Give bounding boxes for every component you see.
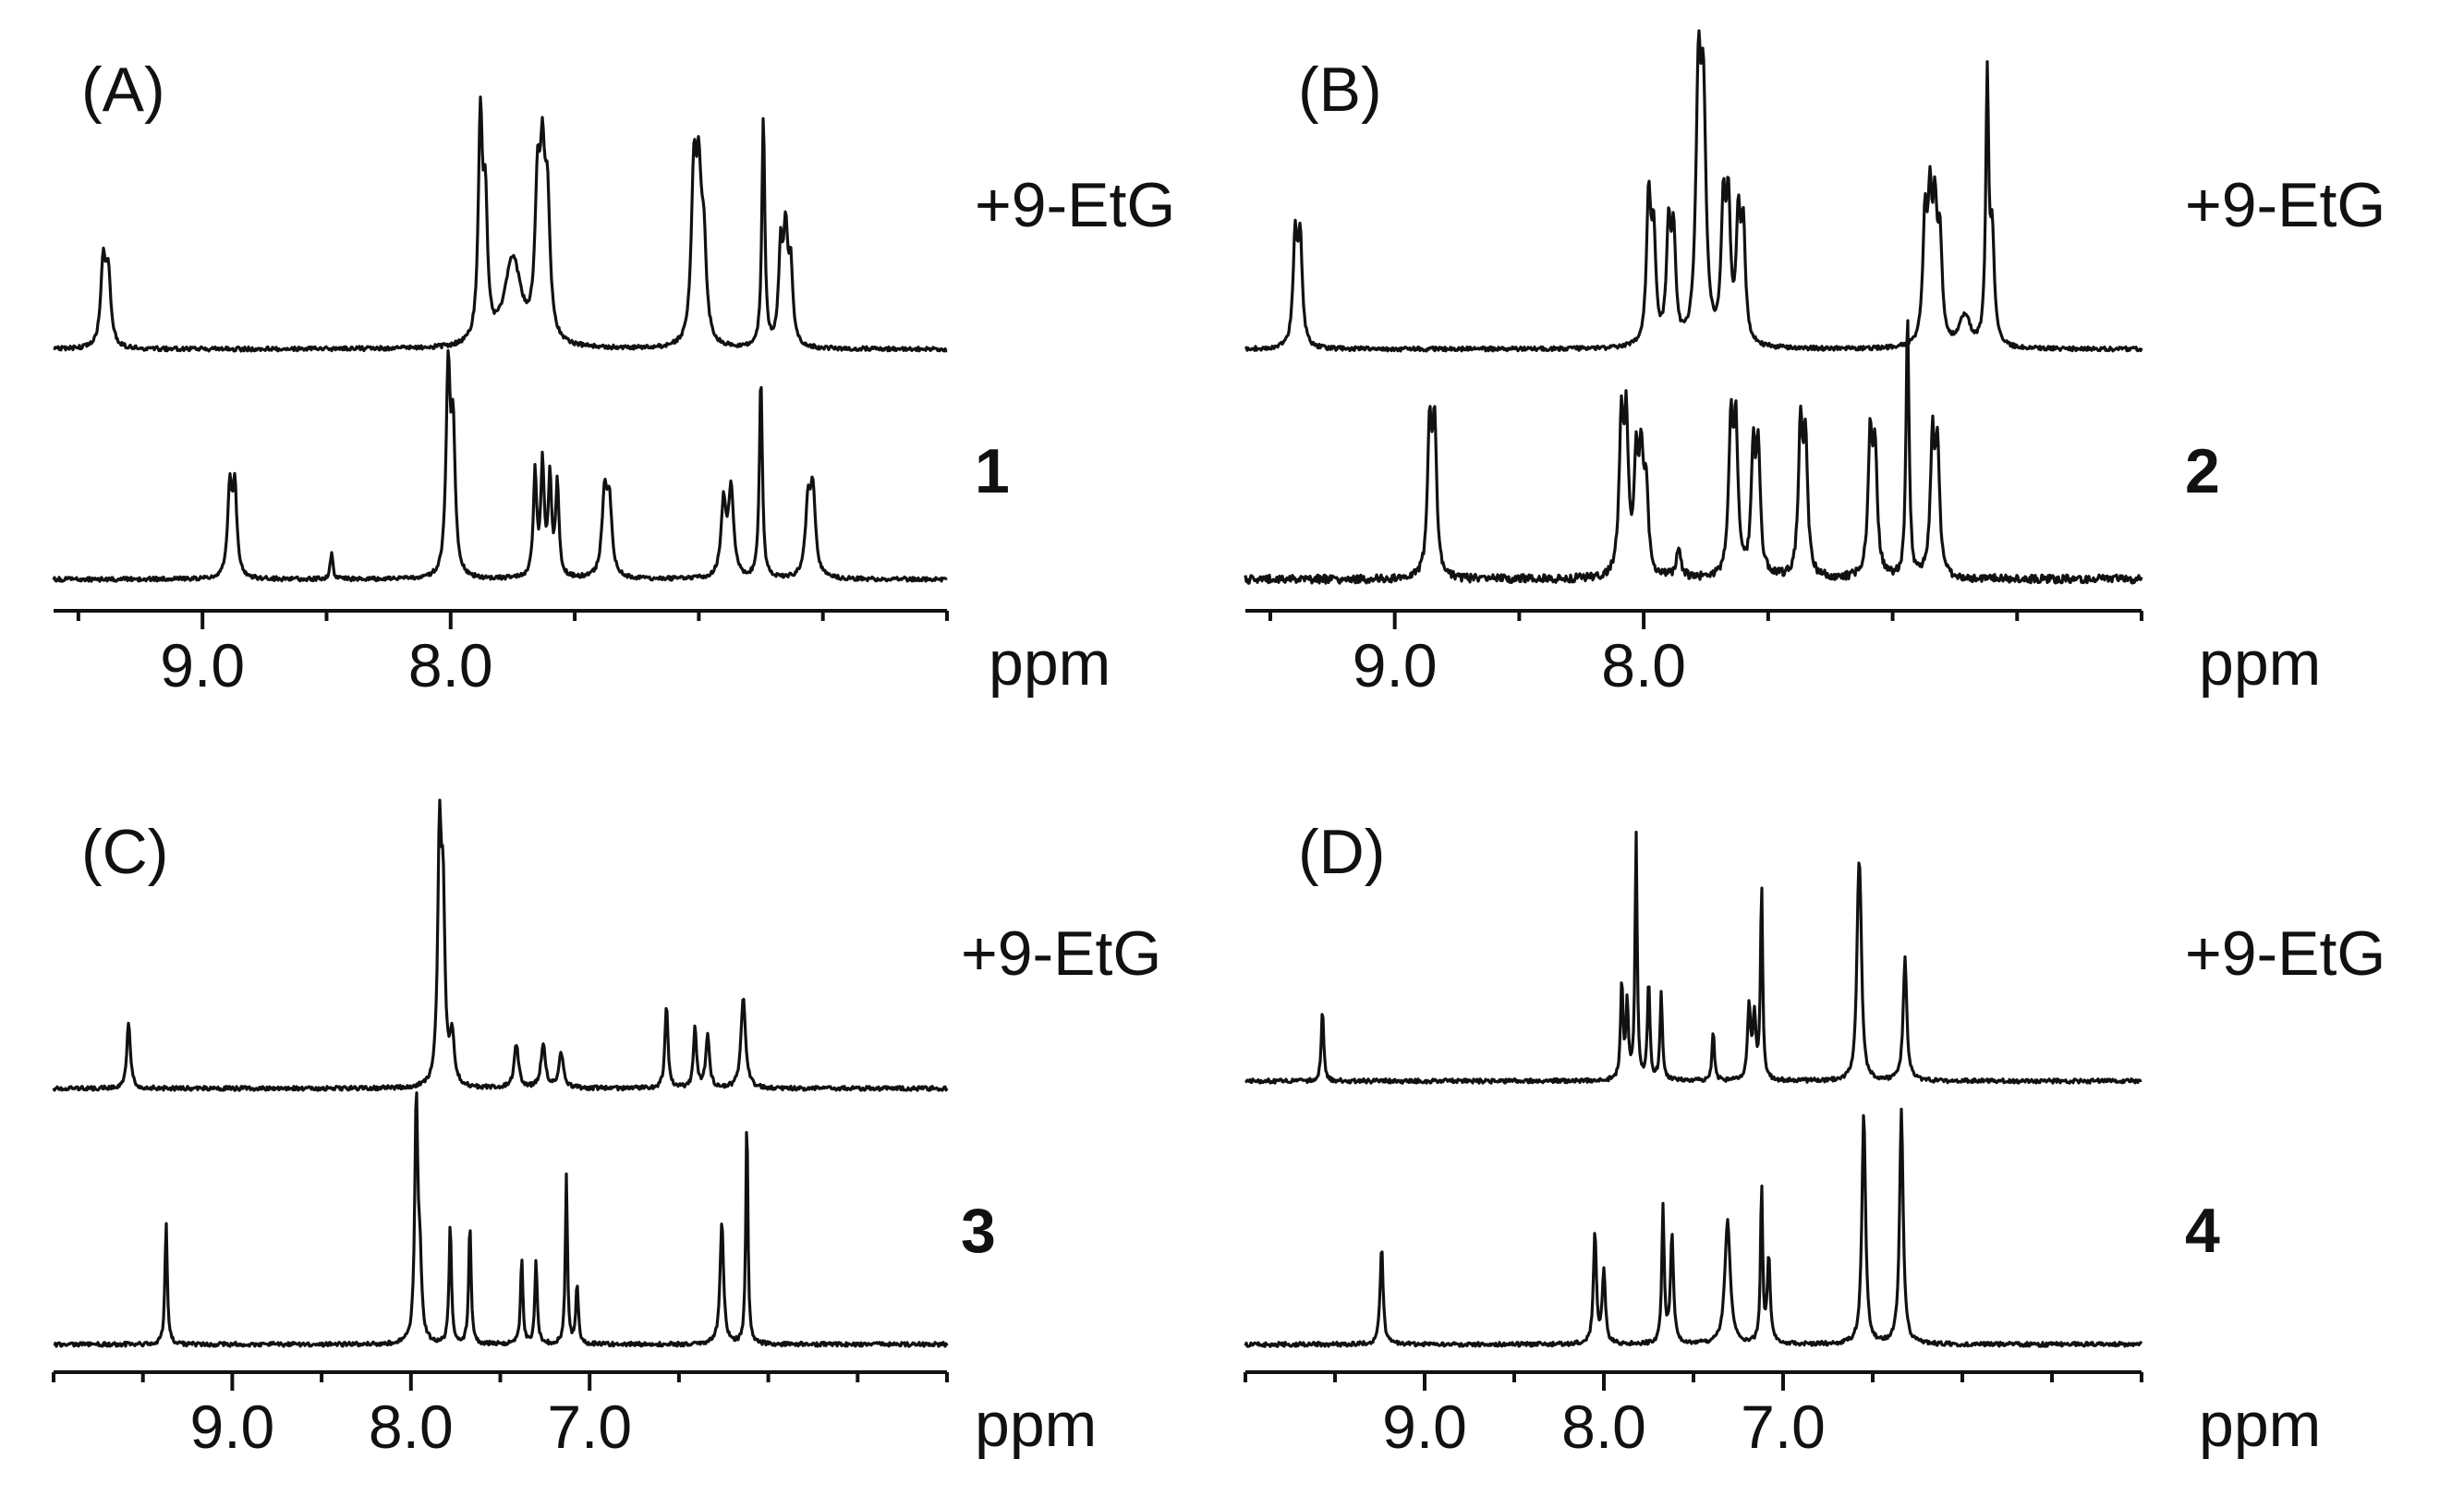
series-label: 1 bbox=[975, 436, 1010, 506]
spectrum-trace bbox=[1244, 1107, 2143, 1348]
x-tick-label: 8.0 bbox=[1561, 1392, 1646, 1461]
spectrum-trace bbox=[53, 95, 948, 353]
panel-d: (D) +9-EtG 4 9.0 8.0 7.0 ppm bbox=[1244, 817, 2385, 1461]
series-label: +9-EtG bbox=[975, 170, 1175, 240]
panel-a: (A) +9-EtG 1 9.0 8.0 ppm bbox=[52, 55, 1175, 699]
x-axis-unit-label: ppm bbox=[989, 628, 1111, 699]
spectrum-trace bbox=[1244, 831, 2142, 1085]
x-tick-label: 8.0 bbox=[1601, 631, 1686, 699]
panel-label: (B) bbox=[1298, 55, 1382, 125]
x-tick-label: 7.0 bbox=[1741, 1392, 1826, 1461]
series-label: +9-EtG bbox=[961, 918, 1161, 989]
series-label: +9-EtG bbox=[2185, 918, 2385, 989]
series-label: 2 bbox=[2185, 436, 2220, 506]
panel-label: (D) bbox=[1298, 817, 1385, 887]
x-axis-unit-label: ppm bbox=[975, 1390, 1097, 1460]
spectrum-trace bbox=[52, 798, 949, 1092]
panel-label: (C) bbox=[81, 817, 168, 887]
series-label: +9-EtG bbox=[2185, 170, 2385, 240]
x-tick-label: 9.0 bbox=[190, 1392, 275, 1461]
panel-b: (B) +9-EtG 2 9.0 8.0 ppm bbox=[1244, 29, 2385, 699]
series-label: 4 bbox=[2185, 1196, 2220, 1266]
spectrum-trace bbox=[53, 1091, 949, 1348]
x-tick-label: 7.0 bbox=[547, 1392, 632, 1461]
x-tick-label: 8.0 bbox=[369, 1392, 454, 1461]
panel-label: (A) bbox=[81, 55, 165, 125]
x-tick-label: 9.0 bbox=[160, 631, 245, 699]
x-axis-unit-label: ppm bbox=[2199, 628, 2321, 699]
series-label: 3 bbox=[961, 1196, 996, 1266]
x-tick-label: 9.0 bbox=[1353, 631, 1438, 699]
spectrum-trace bbox=[1244, 319, 2143, 585]
spectrum-trace bbox=[52, 348, 948, 583]
x-tick-label: 8.0 bbox=[408, 631, 493, 699]
x-tick-label: 9.0 bbox=[1382, 1392, 1467, 1461]
spectrum-trace bbox=[1244, 29, 2143, 353]
panel-c: (C) +9-EtG 3 9.0 8.0 7.0 ppm bbox=[52, 798, 1161, 1461]
x-axis-unit-label: ppm bbox=[2199, 1390, 2321, 1460]
